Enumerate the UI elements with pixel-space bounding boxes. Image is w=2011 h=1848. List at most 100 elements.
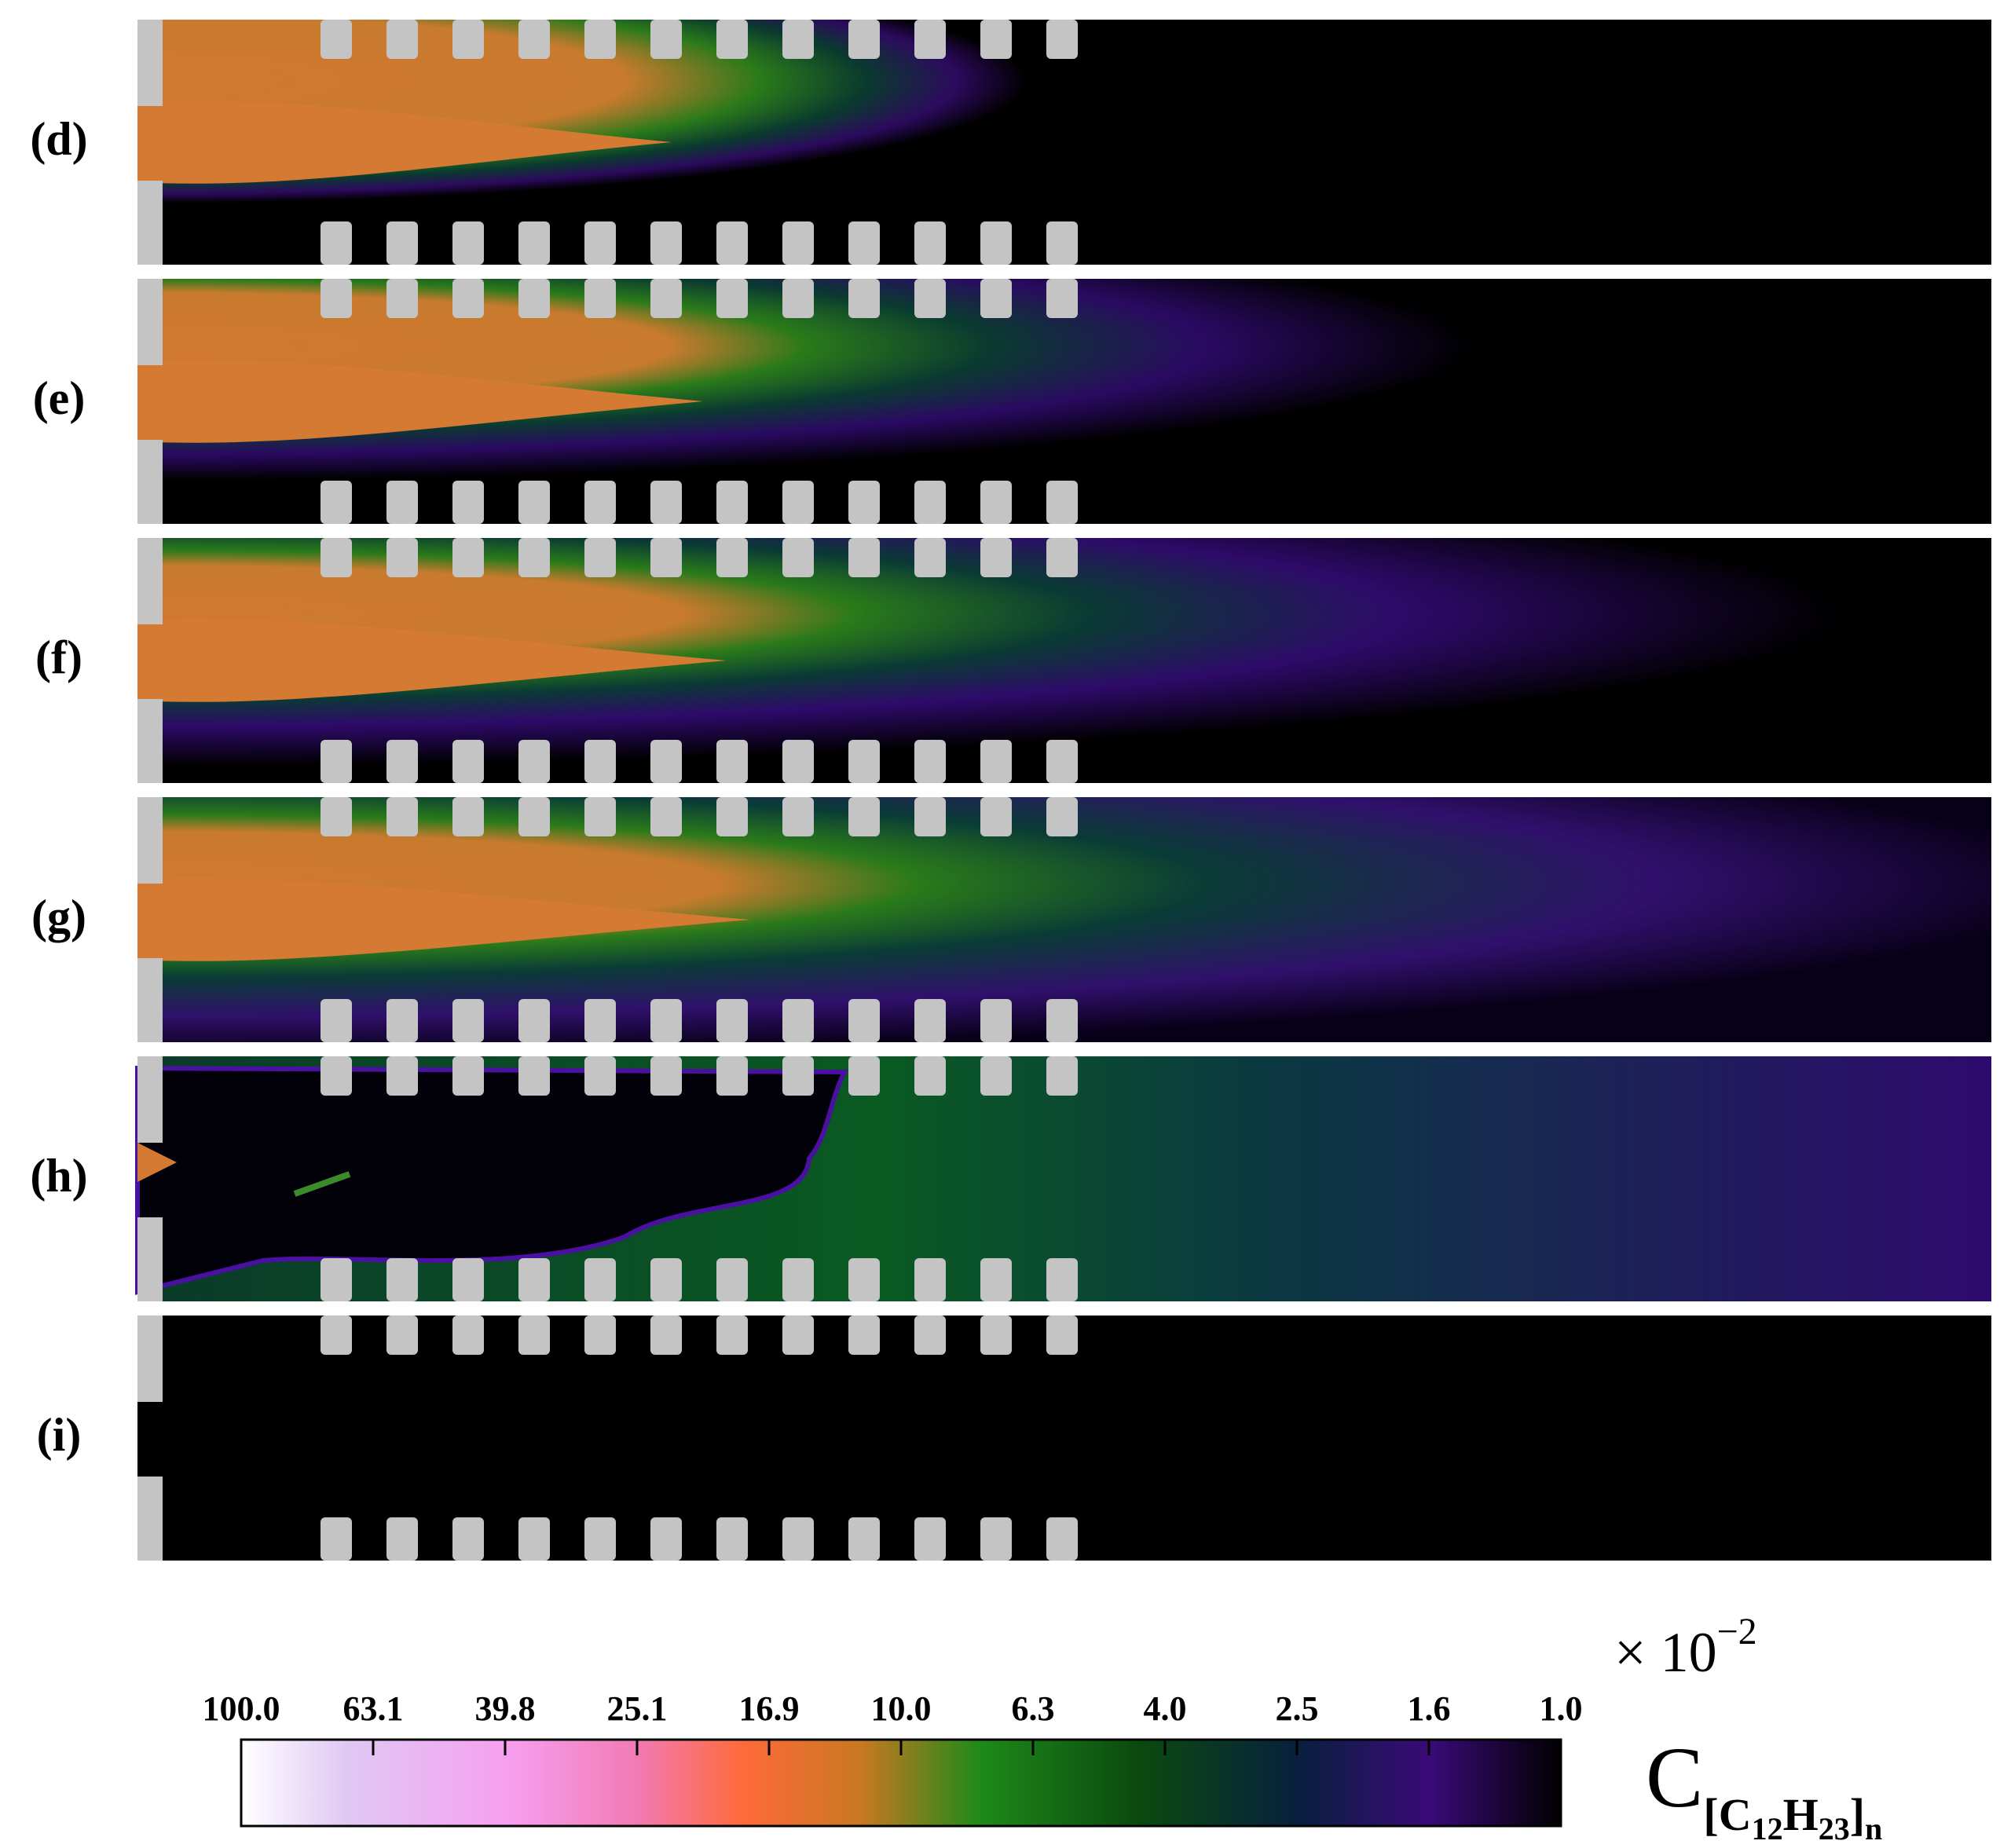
fin-bottom	[650, 481, 682, 524]
fin-top	[650, 1316, 682, 1355]
wall-bottom	[137, 1217, 163, 1301]
fin-top	[782, 1056, 814, 1096]
fin-top	[321, 1056, 352, 1096]
fin-top	[1046, 20, 1078, 59]
fin-bottom	[584, 999, 616, 1042]
colorbar-ticks	[240, 1740, 1562, 1755]
fin-bottom	[848, 999, 880, 1042]
fin-top	[386, 1316, 418, 1355]
fin-bottom	[518, 740, 550, 783]
fin-bottom	[1046, 1517, 1078, 1561]
fin-bottom	[848, 740, 880, 783]
fin-top	[914, 1056, 946, 1096]
fin-top	[980, 538, 1012, 577]
fin-bottom	[716, 221, 748, 265]
fin-bottom	[1046, 740, 1078, 783]
panel-label-g: (g)	[31, 891, 86, 942]
fin-bottom	[650, 1517, 682, 1561]
fin-top	[980, 1056, 1012, 1096]
fin-bottom	[452, 740, 484, 783]
fin-top	[848, 538, 880, 577]
fin-bottom	[452, 481, 484, 524]
fin-top	[914, 20, 946, 59]
colorbar-tick-label: 6.3	[1011, 1689, 1055, 1728]
fin-top	[321, 20, 352, 59]
fin-bottom	[716, 740, 748, 783]
panel-label-i: (i)	[36, 1409, 82, 1461]
fuel-jet-core	[137, 360, 703, 443]
fin-top	[518, 538, 550, 577]
colorbar-tick-label: 2.5	[1275, 1689, 1319, 1728]
fin-bottom	[386, 999, 418, 1042]
fin-bottom	[1046, 999, 1078, 1042]
fin-top	[321, 1316, 352, 1355]
fin-bottom	[914, 221, 946, 265]
fin-bottom	[980, 740, 1012, 783]
fin-top	[980, 279, 1012, 318]
colorbar-tick-label: 1.6	[1407, 1689, 1451, 1728]
fin-top	[716, 20, 748, 59]
fin-top	[386, 1056, 418, 1096]
colorbar	[240, 1738, 1562, 1828]
fin-top	[650, 538, 682, 577]
fin-top	[914, 538, 946, 577]
fin-top	[716, 1056, 748, 1096]
fin-top	[848, 797, 880, 836]
fin-bottom	[518, 1517, 550, 1561]
fin-bottom	[914, 999, 946, 1042]
fin-top	[584, 538, 616, 577]
fin-top	[1046, 797, 1078, 836]
fin-top	[914, 1316, 946, 1355]
fin-bottom	[584, 1517, 616, 1561]
wall-bottom	[137, 958, 163, 1042]
fin-bottom	[386, 221, 418, 265]
fin-top	[980, 20, 1012, 59]
fin-top	[386, 538, 418, 577]
fin-bottom	[386, 1517, 418, 1561]
fin-top	[716, 279, 748, 318]
fin-bottom	[980, 481, 1012, 524]
colorbar-tick-label: 10.0	[870, 1689, 932, 1728]
fin-bottom	[650, 999, 682, 1042]
fin-top	[452, 797, 484, 836]
fin-top	[980, 1316, 1012, 1355]
fin-top	[321, 279, 352, 318]
fin-top	[716, 538, 748, 577]
fin-bottom	[782, 1517, 814, 1561]
fin-bottom	[848, 1517, 880, 1561]
fuel-jet-core	[137, 1143, 177, 1182]
fuel-jet-core	[137, 619, 727, 702]
fin-top	[452, 20, 484, 59]
panel-d	[137, 20, 1991, 265]
colorbar-tick-label: 25.1	[606, 1689, 668, 1728]
fin-bottom	[782, 1258, 814, 1301]
fin-bottom	[848, 481, 880, 524]
fin-top	[980, 797, 1012, 836]
fin-top	[452, 1316, 484, 1355]
colorbar-scale-factor: × 10−2	[1614, 1611, 1757, 1684]
fin-bottom	[782, 740, 814, 783]
panel-label-e: (e)	[32, 372, 86, 424]
colorbar-tick-label: 100.0	[202, 1689, 280, 1728]
colorbar-tick-label: 63.1	[342, 1689, 404, 1728]
fin-bottom	[518, 221, 550, 265]
fin-bottom	[782, 221, 814, 265]
fin-top	[452, 279, 484, 318]
fin-top	[518, 1056, 550, 1096]
fin-top	[452, 538, 484, 577]
burnt-region	[135, 1065, 848, 1295]
fin-top	[782, 279, 814, 318]
fin-top	[1046, 1056, 1078, 1096]
fin-top	[321, 797, 352, 836]
fin-top	[518, 797, 550, 836]
fin-bottom	[584, 221, 616, 265]
fin-bottom	[914, 481, 946, 524]
fin-bottom	[452, 999, 484, 1042]
fin-top	[386, 797, 418, 836]
fin-top	[452, 1056, 484, 1096]
fin-bottom	[321, 740, 352, 783]
fin-bottom	[980, 1258, 1012, 1301]
fin-bottom	[650, 1258, 682, 1301]
fin-bottom	[980, 221, 1012, 265]
fin-top	[518, 20, 550, 59]
